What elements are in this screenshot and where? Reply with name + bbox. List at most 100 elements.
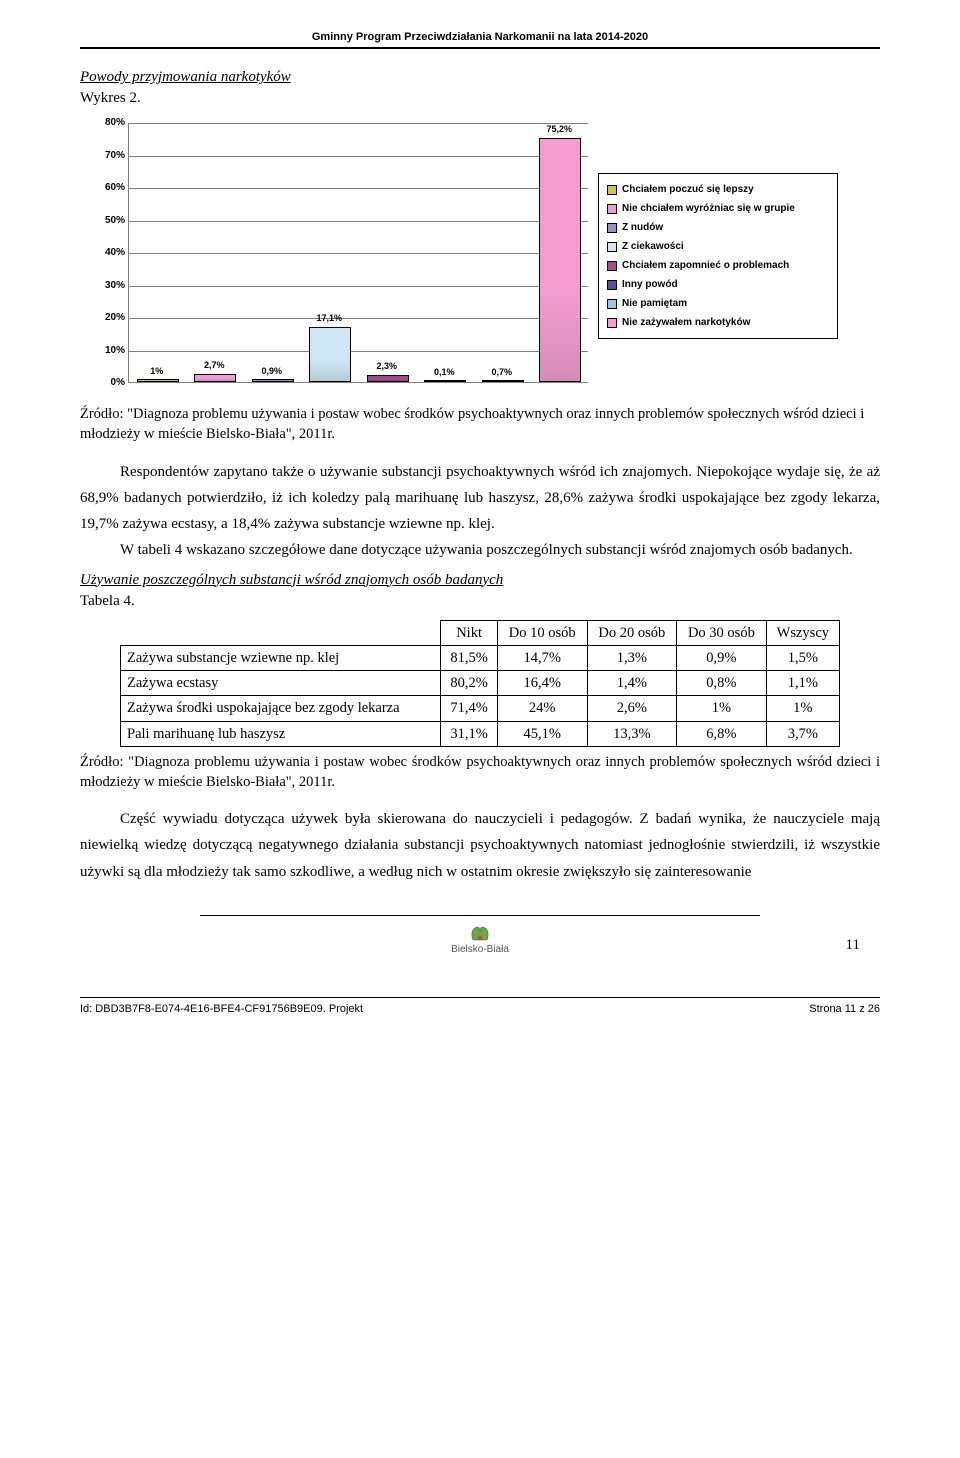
legend-item: Nie pamiętam (607, 294, 829, 313)
table-cell: 1,1% (766, 671, 839, 696)
table-row: Zażywa środki uspokajające bez zgody lek… (121, 696, 840, 721)
table-source-text: Źródło: "Diagnoza problemu używania i po… (80, 753, 880, 792)
chart-container: 0%10%20%30%40%50%60%70%80%1%2,7%0,9%17,1… (80, 123, 880, 383)
table-cell: 80,2% (441, 671, 498, 696)
chart-bar (367, 375, 409, 382)
table-header-cell: Wszyscy (766, 620, 839, 645)
footer-right: Strona 11 z 26 (809, 1002, 880, 1017)
legend-item: Inny powód (607, 275, 829, 294)
y-axis-tick: 40% (91, 246, 125, 260)
table-subtitle: Tabela 4. (80, 591, 880, 612)
footer-logo: Bielsko-Biała (80, 922, 880, 957)
y-axis-tick: 30% (91, 279, 125, 293)
table-cell: 14,7% (497, 645, 587, 670)
y-axis-tick: 50% (91, 214, 125, 228)
legend-swatch (607, 261, 617, 271)
chart-bar-label: 2,7% (184, 359, 244, 372)
legend-swatch (607, 242, 617, 252)
chart-bar-label: 17,1% (299, 312, 359, 325)
legend-item: Nie zażywałem narkotyków (607, 313, 829, 332)
table-cell: 71,4% (441, 696, 498, 721)
table-cell: 13,3% (587, 721, 677, 746)
chart-title: Powody przyjmowania narkotyków (80, 67, 880, 88)
chart-bar (309, 327, 351, 383)
legend-label: Nie pamiętam (622, 294, 687, 313)
y-axis-tick: 60% (91, 181, 125, 195)
body-paragraph-2: W tabeli 4 wskazano szczegółowe dane dot… (80, 537, 880, 563)
legend-swatch (607, 185, 617, 195)
y-axis-tick: 20% (91, 311, 125, 325)
table-cell: 3,7% (766, 721, 839, 746)
body-end-divider (200, 915, 760, 916)
legend-swatch (607, 204, 617, 214)
table-cell: 45,1% (497, 721, 587, 746)
legend-item: Chciałem zapomnieć o problemach (607, 256, 829, 275)
footer-logo-caption: Bielsko-Biała (451, 944, 509, 955)
grid-line (129, 221, 588, 222)
chart-bar-label: 0,1% (414, 366, 474, 379)
legend-label: Nie zażywałem narkotyków (622, 313, 750, 332)
legend-swatch (607, 223, 617, 233)
legend-item: Z ciekawości (607, 237, 829, 256)
legend-label: Z ciekawości (622, 237, 684, 256)
chart-bar-label: 0,9% (242, 365, 302, 378)
legend-swatch (607, 299, 617, 309)
table-cell: 1,3% (587, 645, 677, 670)
table-header-cell: Do 30 osób (677, 620, 767, 645)
table-cell: 16,4% (497, 671, 587, 696)
table-row: Zażywa substancje wziewne np. klej81,5%1… (121, 645, 840, 670)
page-number: 11 (846, 935, 860, 956)
chart-bar-label: 75,2% (529, 123, 589, 136)
chart-bar (137, 379, 179, 382)
legend-label: Chciałem zapomnieć o problemach (622, 256, 789, 275)
legend-label: Z nudów (622, 218, 663, 237)
table-header-cell: Nikt (441, 620, 498, 645)
chart-bar (482, 380, 524, 382)
grid-line (129, 253, 588, 254)
table-row-label: Zażywa ecstasy (121, 671, 441, 696)
table-header-cell: Do 10 osób (497, 620, 587, 645)
table-row-label: Pali marihuanę lub haszysz (121, 721, 441, 746)
body-paragraph-1: Respondentów zapytano także o używanie s… (80, 459, 880, 538)
table-cell: 31,1% (441, 721, 498, 746)
table-cell: 0,9% (677, 645, 767, 670)
grid-line (129, 286, 588, 287)
table-cell: 0,8% (677, 671, 767, 696)
y-axis-tick: 0% (91, 376, 125, 390)
grid-line (129, 156, 588, 157)
chart-bar (194, 374, 236, 383)
table-header-cell: Do 20 osób (587, 620, 677, 645)
footer-divider (80, 997, 880, 998)
legend-swatch (607, 280, 617, 290)
chart-plot-area: 0%10%20%30%40%50%60%70%80%1%2,7%0,9%17,1… (128, 123, 588, 383)
grid-line (129, 351, 588, 352)
table-cell: 1% (766, 696, 839, 721)
table-cell: 1,4% (587, 671, 677, 696)
legend-label: Inny powód (622, 275, 678, 294)
table-title: Używanie poszczególnych substancji wśród… (80, 570, 880, 591)
chart-bar-label: 0,7% (472, 366, 532, 379)
y-axis-tick: 70% (91, 149, 125, 163)
chart-subtitle: Wykres 2. (80, 88, 880, 109)
legend-item: Nie chciałem wyróżniac się w grupie (607, 199, 829, 218)
chart-legend: Chciałem poczuć się lepszyNie chciałem w… (598, 173, 838, 339)
grid-line (129, 123, 588, 124)
grid-line (129, 188, 588, 189)
table-cell: 1,5% (766, 645, 839, 670)
table-cell: 6,8% (677, 721, 767, 746)
table-cell: 81,5% (441, 645, 498, 670)
body-paragraph-3: Część wywiadu dotycząca używek była skie… (80, 806, 880, 885)
legend-label: Chciałem poczuć się lepszy (622, 180, 754, 199)
footer-left: Id: DBD3B7F8-E074-4E16-BFE4-CF91756B9E09… (80, 1002, 363, 1017)
table-row: Pali marihuanę lub haszysz31,1%45,1%13,3… (121, 721, 840, 746)
page-header-title: Gminny Program Przeciwdziałania Narkoman… (80, 30, 880, 45)
legend-swatch (607, 318, 617, 328)
table-cell: 2,6% (587, 696, 677, 721)
header-divider (80, 47, 880, 49)
table-cell: 24% (497, 696, 587, 721)
y-axis-tick: 10% (91, 344, 125, 358)
table-header-row: NiktDo 10 osóbDo 20 osóbDo 30 osóbWszysc… (121, 620, 840, 645)
data-table: NiktDo 10 osóbDo 20 osóbDo 30 osóbWszysc… (120, 620, 840, 747)
table-row: Zażywa ecstasy80,2%16,4%1,4%0,8%1,1% (121, 671, 840, 696)
legend-item: Z nudów (607, 218, 829, 237)
